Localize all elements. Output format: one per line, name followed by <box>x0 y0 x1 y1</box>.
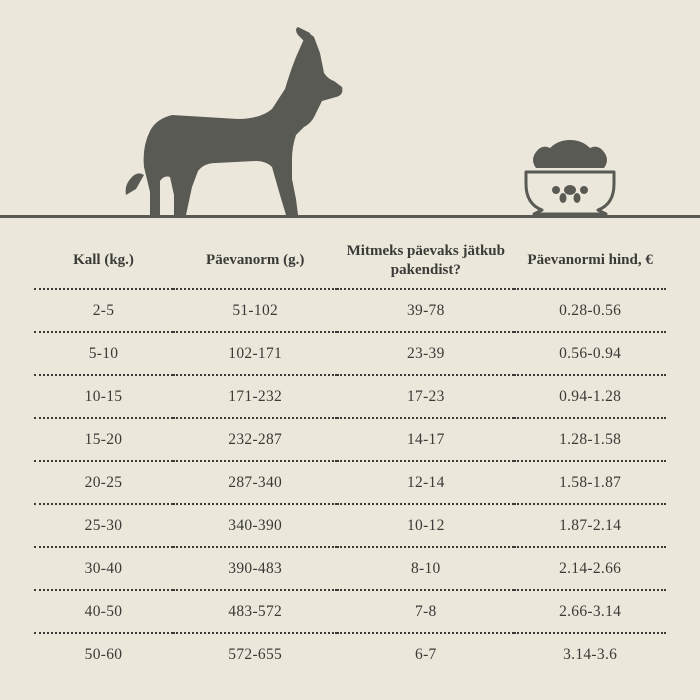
table-cell: 483-572 <box>173 590 337 633</box>
table-row: 2-551-10239-780.28-0.56 <box>34 289 666 332</box>
table-cell: 2.14-2.66 <box>514 547 666 590</box>
table-row: 25-30340-39010-121.87-2.14 <box>34 504 666 547</box>
table-cell: 232-287 <box>173 418 337 461</box>
food-bowl-icon <box>520 138 620 216</box>
table-row: 40-50483-5727-82.66-3.14 <box>34 590 666 633</box>
table-cell: 17-23 <box>337 375 514 418</box>
table-cell: 23-39 <box>337 332 514 375</box>
table-cell: 10-12 <box>337 504 514 547</box>
table-cell: 51-102 <box>173 289 337 332</box>
table-cell: 12-14 <box>337 461 514 504</box>
dog-silhouette-icon <box>120 27 350 217</box>
table-cell: 5-10 <box>34 332 173 375</box>
table-cell: 0.94-1.28 <box>514 375 666 418</box>
table-cell: 340-390 <box>173 504 337 547</box>
table-row: 50-60572-6556-73.14-3.6 <box>34 633 666 675</box>
table-cell: 0.56-0.94 <box>514 332 666 375</box>
table-cell: 40-50 <box>34 590 173 633</box>
table-row: 15-20232-28714-171.28-1.58 <box>34 418 666 461</box>
table-cell: 8-10 <box>337 547 514 590</box>
table-cell: 7-8 <box>337 590 514 633</box>
table-cell: 20-25 <box>34 461 173 504</box>
table-cell: 287-340 <box>173 461 337 504</box>
table-cell: 14-17 <box>337 418 514 461</box>
feeding-table: Kall (kg.) Päevanorm (g.) Mitmeks päevak… <box>0 218 700 675</box>
table: Kall (kg.) Päevanorm (g.) Mitmeks päevak… <box>34 234 666 675</box>
table-cell: 10-15 <box>34 375 173 418</box>
table-cell: 6-7 <box>337 633 514 675</box>
col-header-daily: Päevanorm (g.) <box>173 234 337 289</box>
table-cell: 2-5 <box>34 289 173 332</box>
table-cell: 390-483 <box>173 547 337 590</box>
table-cell: 1.58-1.87 <box>514 461 666 504</box>
table-row: 30-40390-4838-102.14-2.66 <box>34 547 666 590</box>
table-cell: 0.28-0.56 <box>514 289 666 332</box>
hero-illustration <box>0 0 700 218</box>
table-cell: 572-655 <box>173 633 337 675</box>
table-cell: 171-232 <box>173 375 337 418</box>
col-header-days: Mitmeks päevaks jätkub pakendist? <box>337 234 514 289</box>
table-cell: 50-60 <box>34 633 173 675</box>
ground-line <box>0 215 700 218</box>
table-cell: 15-20 <box>34 418 173 461</box>
table-cell: 3.14-3.6 <box>514 633 666 675</box>
col-header-weight: Kall (kg.) <box>34 234 173 289</box>
table-cell: 102-171 <box>173 332 337 375</box>
col-header-price: Päevanormi hind, € <box>514 234 666 289</box>
table-header-row: Kall (kg.) Päevanorm (g.) Mitmeks päevak… <box>34 234 666 289</box>
table-row: 20-25287-34012-141.58-1.87 <box>34 461 666 504</box>
table-cell: 39-78 <box>337 289 514 332</box>
table-cell: 2.66-3.14 <box>514 590 666 633</box>
table-cell: 1.87-2.14 <box>514 504 666 547</box>
table-body: 2-551-10239-780.28-0.565-10102-17123-390… <box>34 289 666 675</box>
table-cell: 1.28-1.58 <box>514 418 666 461</box>
table-cell: 25-30 <box>34 504 173 547</box>
table-cell: 30-40 <box>34 547 173 590</box>
table-row: 5-10102-17123-390.56-0.94 <box>34 332 666 375</box>
table-row: 10-15171-23217-230.94-1.28 <box>34 375 666 418</box>
